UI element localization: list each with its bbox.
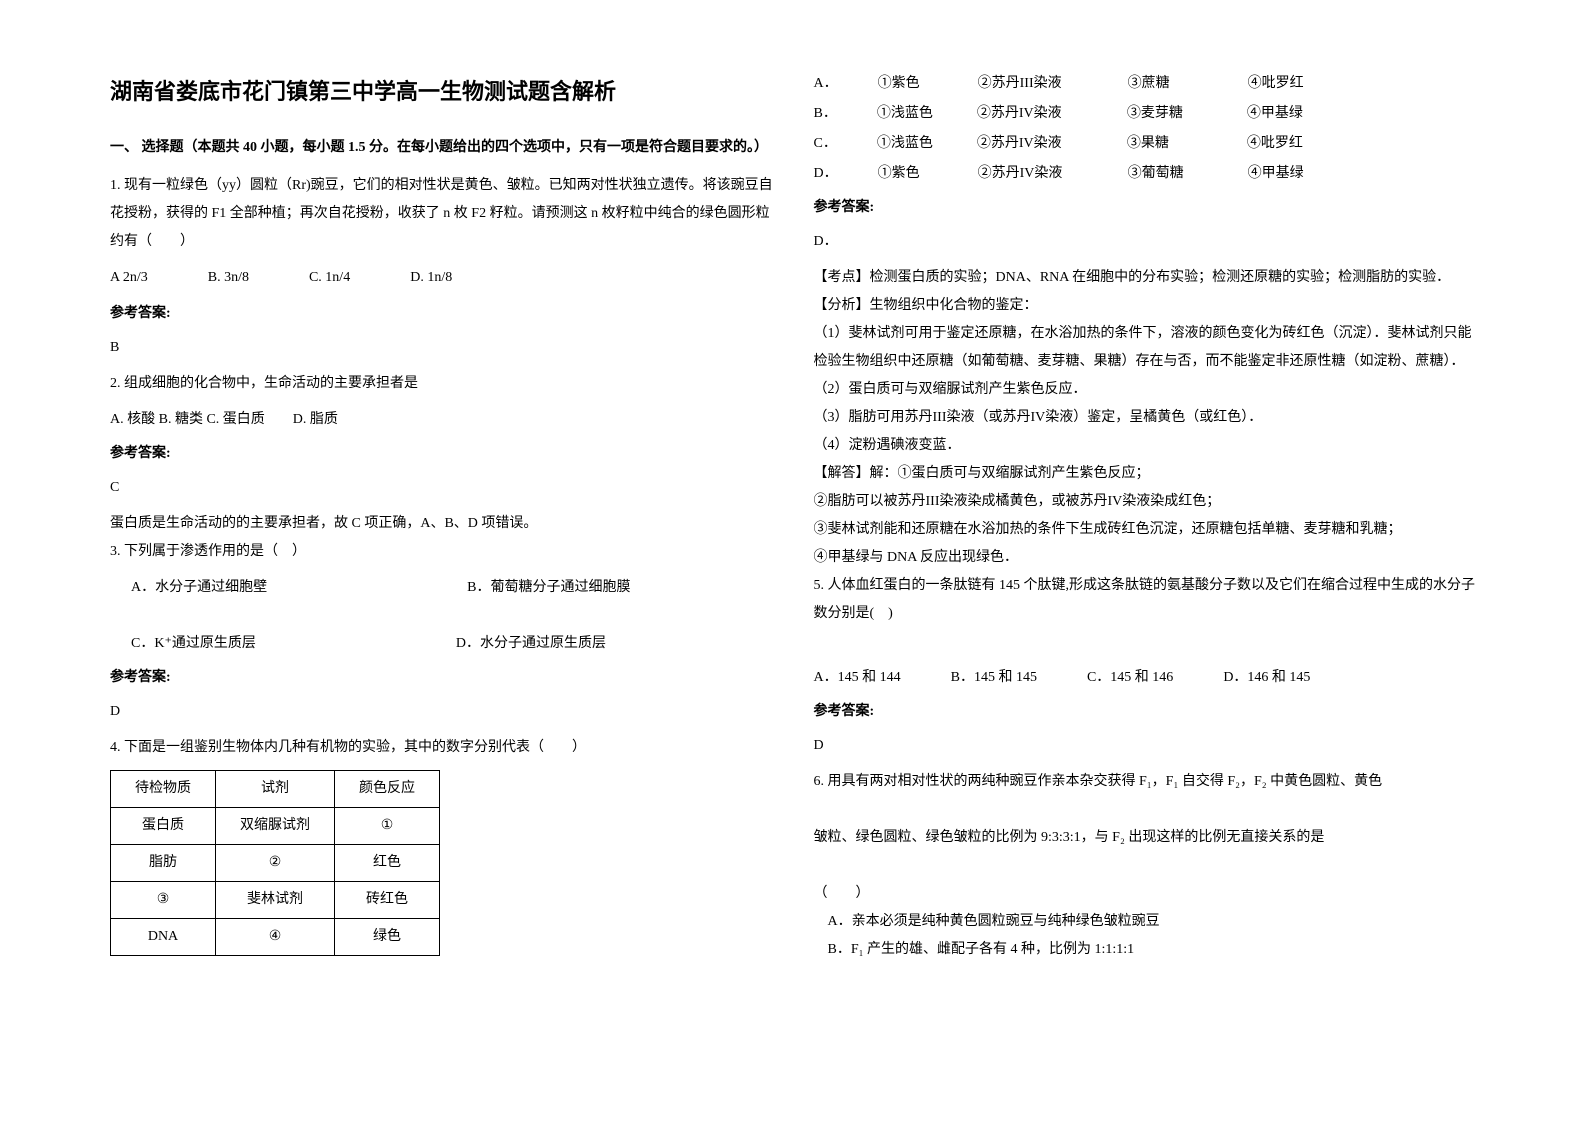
- table-row: ③ 斐林试剂 砖红色: [111, 882, 440, 919]
- q4-jieda-4: ④甲基绿与 DNA 反应出现绿色．: [814, 544, 1478, 572]
- cell: ③: [111, 882, 216, 919]
- opt-c1: ①紫色: [878, 160, 938, 188]
- opt-label: A．: [814, 70, 838, 98]
- q4-opt-b: B． ①浅蓝色 ②苏丹IV染液 ③麦芽糖 ④甲基绿: [814, 100, 1478, 128]
- th-1: 待检物质: [111, 771, 216, 808]
- q3-ans-label: 参考答案:: [110, 664, 774, 692]
- q3-row2: C．K⁺通过原生质层 D．水分子通过原生质层: [131, 630, 774, 658]
- q1-options: A 2n/3 B. 3n/8 C. 1n/4 D. 1n/8: [110, 264, 774, 292]
- q3-opt-b: B．葡萄糖分子通过细胞膜: [467, 574, 630, 602]
- table-row: 脂肪 ② 红色: [111, 845, 440, 882]
- q4-jieda-2: ②脂肪可以被苏丹III染液染成橘黄色，或被苏丹IV染液染成红色；: [814, 488, 1478, 516]
- opt-c3: ③麦芽糖: [1127, 100, 1207, 128]
- q4-ans-label: 参考答案:: [814, 194, 1478, 222]
- opt-c1: ①紫色: [878, 70, 938, 98]
- page-title: 湖南省娄底市花门镇第三中学高一生物测试题含解析: [110, 70, 774, 114]
- opt-c1: ①浅蓝色: [877, 100, 937, 128]
- q1-ans: B: [110, 334, 774, 362]
- q2-options: A. 核酸 B. 糖类 C. 蛋白质 D. 脂质: [110, 406, 774, 434]
- q4-ans: D．: [814, 228, 1478, 256]
- cell: 砖红色: [335, 882, 440, 919]
- q6-opt-a: A．亲本必须是纯种黄色圆粒豌豆与纯种绿色皱粒豌豆: [814, 908, 1478, 936]
- opt-c2: ②苏丹IV染液: [977, 130, 1087, 158]
- q5-ans-label: 参考答案:: [814, 698, 1478, 726]
- cell: 蛋白质: [111, 808, 216, 845]
- q4-text: 4. 下面是一组鉴别生物体内几种有机物的实验，其中的数字分别代表（ ）: [110, 734, 774, 762]
- q2-ans: C: [110, 474, 774, 502]
- q3-ans: D: [110, 698, 774, 726]
- q5-options: A．145 和 144 B．145 和 145 C．145 和 146 D．14…: [814, 664, 1478, 692]
- q1-ans-label: 参考答案:: [110, 300, 774, 328]
- opt-label: C．: [814, 130, 837, 158]
- th-3: 颜色反应: [335, 771, 440, 808]
- q4-fenxi-3: （3）脂肪可用苏丹III染液（或苏丹IV染液）鉴定，呈橘黄色（或红色）．: [814, 404, 1478, 432]
- q5-opt-c: C．145 和 146: [1087, 664, 1173, 692]
- table-row: DNA ④ 绿色: [111, 919, 440, 956]
- q3-text: 3. 下列属于渗透作用的是（ ）: [110, 538, 774, 566]
- opt-c3: ③果糖: [1127, 130, 1207, 158]
- opt-c2: ②苏丹IV染液: [978, 160, 1088, 188]
- cell: 红色: [335, 845, 440, 882]
- q1-text: 1. 现有一粒绿色（yy）圆粒（Rr)豌豆，它们的相对性状是黄色、皱粒。已知两对…: [110, 172, 774, 256]
- cell: DNA: [111, 919, 216, 956]
- table-row: 蛋白质 双缩脲试剂 ①: [111, 808, 440, 845]
- opt-label: D．: [814, 160, 838, 188]
- q2-text: 2. 组成细胞的化合物中，生命活动的主要承担者是: [110, 370, 774, 398]
- cell: ①: [335, 808, 440, 845]
- opt-c3: ③蔗糖: [1128, 70, 1208, 98]
- q5-text: 5. 人体血红蛋白的一条肽链有 145 个肽键,形成这条肽链的氨基酸分子数以及它…: [814, 572, 1478, 628]
- q4-table: 待检物质 试剂 颜色反应 蛋白质 双缩脲试剂 ① 脂肪 ② 红色 ③ 斐林试剂 …: [110, 770, 440, 956]
- cell: ②: [216, 845, 335, 882]
- q1-opt-a: A 2n/3: [110, 264, 148, 292]
- q3-opt-c: C．K⁺通过原生质层: [131, 630, 256, 658]
- q1-opt-c: C. 1n/4: [309, 264, 350, 292]
- q3-row1: A．水分子通过细胞壁 B．葡萄糖分子通过细胞膜: [131, 574, 774, 602]
- opt-c4: ④吡罗红: [1247, 130, 1303, 158]
- opt-c4: ④吡罗红: [1248, 70, 1304, 98]
- q6-text1: 6. 用具有两对相对性状的两纯种豌豆作亲本杂交获得 F₁，F₁ 自交得 F₂，F…: [814, 768, 1478, 796]
- q6-text3: （ ）: [814, 880, 1478, 908]
- cell: 脂肪: [111, 845, 216, 882]
- q2-explain: 蛋白质是生命活动的的主要承担者，故 C 项正确，A、B、D 项错误。: [110, 510, 774, 538]
- cell: 斐林试剂: [216, 882, 335, 919]
- cell: 双缩脲试剂: [216, 808, 335, 845]
- q5-opt-b: B．145 和 145: [951, 664, 1037, 692]
- q4-opt-a: A． ①紫色 ②苏丹III染液 ③蔗糖 ④吡罗红: [814, 70, 1478, 98]
- q3-opt-d: D．水分子通过原生质层: [456, 630, 606, 658]
- q4-opt-d: D． ①紫色 ②苏丹IV染液 ③葡萄糖 ④甲基绿: [814, 160, 1478, 188]
- q3-opt-a: A．水分子通过细胞壁: [131, 574, 267, 602]
- opt-c1: ①浅蓝色: [877, 130, 937, 158]
- q5-opt-a: A．145 和 144: [814, 664, 901, 692]
- opt-c2: ②苏丹IV染液: [977, 100, 1087, 128]
- q4-opt-c: C． ①浅蓝色 ②苏丹IV染液 ③果糖 ④吡罗红: [814, 130, 1478, 158]
- table-header-row: 待检物质 试剂 颜色反应: [111, 771, 440, 808]
- q6-text2: 皱粒、绿色圆粒、绿色皱粒的比例为 9:3:3:1，与 F₂ 出现这样的比例无直接…: [814, 824, 1478, 852]
- q4-fenxi-2: （2）蛋白质可与双缩脲试剂产生紫色反应．: [814, 376, 1478, 404]
- q4-fenxi-4: （4）淀粉遇碘液变蓝．: [814, 432, 1478, 460]
- opt-c2: ②苏丹III染液: [978, 70, 1088, 98]
- cell: ④: [216, 919, 335, 956]
- q4-kaodian: 【考点】检测蛋白质的实验；DNA、RNA 在细胞中的分布实验；检测还原糖的实验；…: [814, 264, 1478, 292]
- th-2: 试剂: [216, 771, 335, 808]
- q5-opt-d: D．146 和 145: [1223, 664, 1310, 692]
- opt-c4: ④甲基绿: [1247, 100, 1303, 128]
- opt-c4: ④甲基绿: [1248, 160, 1304, 188]
- q6-opt-b: B．F₁ 产生的雄、雌配子各有 4 种，比例为 1:1:1:1: [814, 936, 1478, 964]
- q4-fenxi-1: （1）斐林试剂可用于鉴定还原糖，在水浴加热的条件下，溶液的颜色变化为砖红色（沉淀…: [814, 320, 1478, 376]
- q1-opt-b: B. 3n/8: [208, 264, 249, 292]
- opt-c3: ③葡萄糖: [1128, 160, 1208, 188]
- q2-ans-label: 参考答案:: [110, 440, 774, 468]
- cell: 绿色: [335, 919, 440, 956]
- q4-jieda-label: 【解答】解：①蛋白质可与双缩脲试剂产生紫色反应；: [814, 460, 1478, 488]
- q5-ans: D: [814, 732, 1478, 760]
- q4-jieda-3: ③斐林试剂能和还原糖在水浴加热的条件下生成砖红色沉淀，还原糖包括单糖、麦芽糖和乳…: [814, 516, 1478, 544]
- q4-fenxi-label: 【分析】生物组织中化合物的鉴定：: [814, 292, 1478, 320]
- opt-label: B．: [814, 100, 837, 128]
- section-header: 一、 选择题（本题共 40 小题，每小题 1.5 分。在每小题给出的四个选项中，…: [110, 134, 774, 162]
- q1-opt-d: D. 1n/8: [410, 264, 452, 292]
